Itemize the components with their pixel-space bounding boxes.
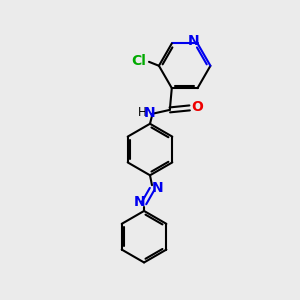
Text: N: N [152, 181, 164, 195]
Text: N: N [133, 195, 145, 209]
Text: H: H [138, 106, 146, 119]
Text: N: N [188, 34, 200, 49]
Text: N: N [144, 106, 156, 120]
Text: O: O [192, 100, 203, 114]
Text: Cl: Cl [132, 54, 146, 68]
